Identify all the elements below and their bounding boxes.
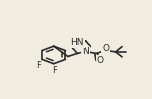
Text: O: O: [102, 44, 109, 53]
Text: HN: HN: [71, 38, 84, 47]
Text: F: F: [52, 66, 57, 75]
Text: N: N: [82, 47, 89, 56]
Text: F: F: [36, 61, 41, 70]
Text: O: O: [96, 56, 103, 65]
